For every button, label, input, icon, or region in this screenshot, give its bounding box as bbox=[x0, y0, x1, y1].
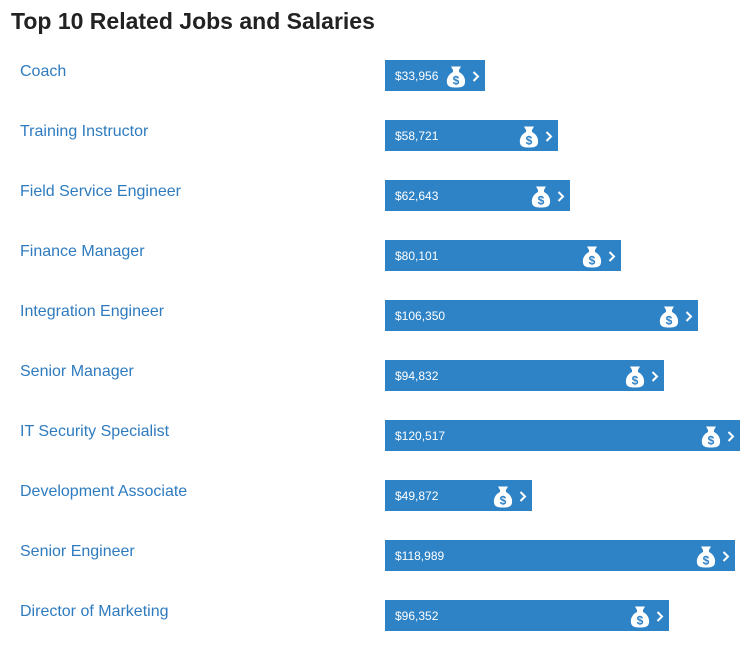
chevron-right-icon bbox=[685, 311, 693, 322]
category-label[interactable]: Finance Manager bbox=[20, 243, 145, 260]
salary-bar[interactable]: $94,832 $ bbox=[385, 360, 664, 391]
category-label[interactable]: Coach bbox=[20, 63, 67, 80]
chevron-right-icon bbox=[656, 611, 664, 622]
data-label: $58,721 bbox=[395, 129, 439, 143]
salary-bar[interactable]: $106,350 $ bbox=[385, 300, 698, 331]
svg-text:$: $ bbox=[538, 194, 545, 208]
money-bag-icon: $ bbox=[696, 546, 716, 568]
svg-text:$: $ bbox=[526, 134, 533, 148]
salary-bar[interactable]: $62,643 $ bbox=[385, 180, 570, 211]
salary-bar[interactable]: $58,721 $ bbox=[385, 120, 558, 151]
money-bag-icon: $ bbox=[493, 486, 513, 508]
data-label: $33,956 bbox=[395, 69, 439, 83]
salary-bar[interactable]: $49,872 $ bbox=[385, 480, 532, 511]
category-label[interactable]: Director of Marketing bbox=[20, 603, 169, 620]
money-bag-icon: $ bbox=[519, 126, 539, 148]
salary-bar[interactable]: $80,101 $ bbox=[385, 240, 621, 271]
category-label[interactable]: Training Instructor bbox=[20, 123, 149, 140]
data-label: $62,643 bbox=[395, 189, 439, 203]
svg-text:$: $ bbox=[708, 434, 715, 448]
data-label: $96,352 bbox=[395, 609, 439, 623]
money-bag-icon: $ bbox=[582, 246, 602, 268]
money-bag-icon: $ bbox=[701, 426, 721, 448]
chevron-right-icon bbox=[722, 551, 730, 562]
chart-row: Integration Engineer $106,350 $ bbox=[0, 285, 744, 345]
category-label[interactable]: Integration Engineer bbox=[20, 303, 165, 320]
svg-text:$: $ bbox=[632, 374, 639, 388]
chart-row: Field Service Engineer $62,643 $ bbox=[0, 165, 744, 225]
money-bag-icon: $ bbox=[659, 306, 679, 328]
chart-row: Senior Engineer $118,989 $ bbox=[0, 525, 744, 585]
svg-text:$: $ bbox=[500, 494, 507, 508]
data-label: $94,832 bbox=[395, 369, 439, 383]
chevron-right-icon bbox=[557, 191, 565, 202]
chevron-right-icon bbox=[651, 371, 659, 382]
data-label: $118,989 bbox=[395, 549, 445, 563]
svg-text:$: $ bbox=[637, 614, 644, 628]
category-label[interactable]: Senior Engineer bbox=[20, 543, 135, 560]
chevron-right-icon bbox=[727, 431, 735, 442]
chevron-right-icon bbox=[519, 491, 527, 502]
data-label: $49,872 bbox=[395, 489, 439, 503]
money-bag-icon: $ bbox=[531, 186, 551, 208]
salary-bar[interactable]: $118,989 $ bbox=[385, 540, 735, 571]
category-label[interactable]: IT Security Specialist bbox=[20, 423, 170, 440]
money-bag-icon: $ bbox=[630, 606, 650, 628]
svg-text:$: $ bbox=[703, 554, 710, 568]
data-label: $80,101 bbox=[395, 249, 439, 263]
svg-text:$: $ bbox=[453, 74, 460, 88]
money-bag-icon: $ bbox=[446, 66, 466, 88]
chevron-right-icon bbox=[608, 251, 616, 262]
category-label[interactable]: Field Service Engineer bbox=[20, 183, 181, 200]
chart-row: Senior Manager $94,832 $ bbox=[0, 345, 744, 405]
svg-text:$: $ bbox=[589, 254, 596, 268]
chart-row: Finance Manager $80,101 $ bbox=[0, 225, 744, 285]
chart-row: Director of Marketing $96,352 $ bbox=[0, 585, 744, 645]
chart-row: Development Associate $49,872 $ bbox=[0, 465, 744, 525]
chart-row: Training Instructor $58,721 $ bbox=[0, 105, 744, 165]
salary-bar[interactable]: $33,956 $ bbox=[385, 60, 485, 91]
chevron-right-icon bbox=[545, 131, 553, 142]
chart-title: Top 10 Related Jobs and Salaries bbox=[11, 8, 375, 34]
category-label[interactable]: Development Associate bbox=[20, 483, 188, 500]
salary-bar[interactable]: $120,517 $ bbox=[385, 420, 740, 451]
chart-row: IT Security Specialist $120,517 $ bbox=[0, 405, 744, 465]
chart-row: Coach $33,956 $ bbox=[0, 45, 744, 105]
money-bag-icon: $ bbox=[625, 366, 645, 388]
chevron-right-icon bbox=[472, 71, 480, 82]
data-label: $120,517 bbox=[395, 429, 446, 443]
svg-text:$: $ bbox=[666, 314, 673, 328]
salary-bar[interactable]: $96,352 $ bbox=[385, 600, 669, 631]
data-label: $106,350 bbox=[395, 309, 446, 323]
category-label[interactable]: Senior Manager bbox=[20, 363, 134, 380]
